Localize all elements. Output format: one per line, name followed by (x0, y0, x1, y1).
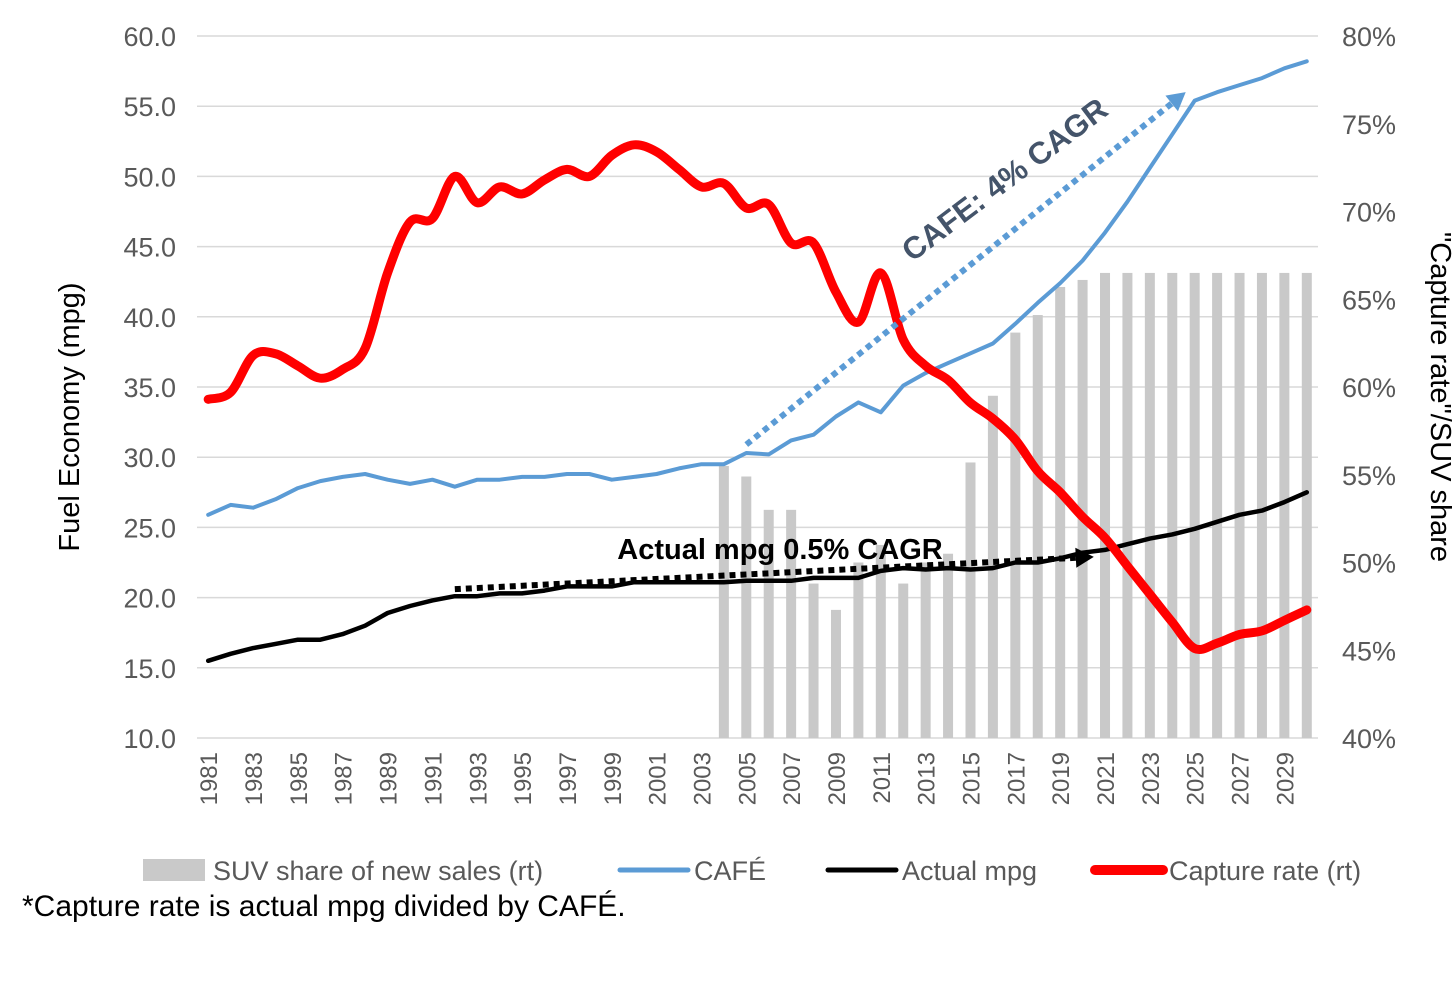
suv-share-bar (1167, 272, 1178, 738)
annotation-arrowhead (1165, 92, 1186, 112)
x-tick-label: 2029 (1272, 752, 1299, 805)
x-tick-label: 1981 (196, 752, 223, 805)
x-tick-label: 2007 (779, 752, 806, 805)
suv-share-bar (830, 609, 841, 738)
y-right-tick-label: 60% (1342, 373, 1396, 403)
suv-share-bars (718, 272, 1312, 738)
x-tick-label: 2013 (914, 752, 941, 805)
cafe-line (206, 59, 1309, 517)
y-right-tick-label: 75% (1342, 110, 1396, 140)
annotation-arrowhead (1075, 547, 1094, 568)
x-tick-label: 2021 (1093, 752, 1120, 805)
capture-rate-line (203, 140, 1312, 654)
x-tick-label: 1997 (555, 752, 582, 805)
y-right-tick-label: 65% (1342, 285, 1396, 315)
legend-label: CAFÉ (694, 856, 766, 886)
suv-share-bar (786, 509, 797, 738)
legend-capture-rate: Capture rate (rt) (1090, 856, 1361, 886)
y-right-tick-label: 50% (1342, 549, 1396, 579)
y-left-tick-label: 45.0 (123, 233, 176, 263)
legend-suv-share: SUV share of new sales (rt) (143, 856, 543, 886)
actual-mpg-line (205, 490, 1310, 664)
suv-share-bar (1234, 272, 1245, 738)
x-tick-label: 2015 (958, 752, 985, 805)
legend-actual-mpg: Actual mpg (825, 856, 1037, 886)
y-left-tick-label: 30.0 (123, 443, 176, 473)
x-tick-label: 2005 (734, 752, 761, 805)
legend-swatch (143, 859, 205, 881)
y-left-tick-label: 20.0 (123, 584, 176, 614)
suv-share-bar (1100, 272, 1111, 738)
legend-label: Actual mpg (902, 856, 1037, 886)
x-tick-label: 2011 (869, 752, 896, 804)
legend: SUV share of new sales (rt) CAFÉ Actual mp… (143, 856, 1361, 886)
x-tick-label: 2025 (1183, 752, 1210, 805)
y-left-tick-label: 55.0 (123, 92, 176, 122)
x-tick-label: 2009 (824, 752, 851, 805)
suv-share-bar (965, 462, 976, 738)
legend-label: SUV share of new sales (rt) (213, 856, 543, 886)
suv-share-bar (1077, 279, 1088, 738)
x-tick-label: 1991 (420, 752, 447, 805)
y-right-tick-label: 80% (1342, 22, 1396, 52)
suv-share-bar (1212, 272, 1223, 738)
suv-share-bar (1279, 272, 1290, 738)
suv-share-bar (763, 509, 774, 738)
x-tick-label: 2027 (1228, 752, 1255, 805)
y-left-tick-label: 15.0 (123, 654, 176, 684)
y-right-axis-title: "Capture rate"/SUV share (1424, 232, 1456, 562)
axes: 10.0 15.0 20.0 25.0 30.0 35.0 40.0 45.0 50.0 55.0… (54, 22, 1456, 805)
x-tick-label: 1989 (376, 752, 403, 805)
x-tick-label: 2019 (1048, 752, 1075, 805)
legend-cafe: CAFÉ (617, 856, 766, 886)
footnote: *Capture rate is actual mpg divided by C… (22, 890, 626, 923)
suv-share-bar (853, 562, 864, 738)
suv-share-bar (741, 476, 752, 738)
y-left-tick-label: 35.0 (123, 373, 176, 403)
y-right-tick-label: 45% (1342, 636, 1396, 666)
suv-share-bar (920, 562, 931, 738)
suv-share-bar (1301, 272, 1312, 738)
suv-share-bar (1055, 286, 1066, 738)
suv-share-bar (1122, 272, 1133, 738)
x-tick-label: 1987 (331, 752, 358, 805)
y-left-tick-label: 40.0 (123, 303, 176, 333)
x-tick-label: 1983 (241, 752, 268, 805)
suv-share-bar (1032, 315, 1043, 738)
x-tick-label: 1985 (286, 752, 313, 805)
x-tick-label: 1995 (510, 752, 537, 805)
suv-share-bar (943, 553, 954, 738)
y-left-axis-title: Fuel Economy (mpg) (54, 282, 86, 551)
annotation-arrow (454, 554, 1076, 593)
x-tick-label: 2017 (1003, 752, 1030, 805)
y-left-tick-label: 10.0 (123, 724, 176, 754)
x-tick-label: 1993 (465, 752, 492, 805)
suv-share-bar (1189, 272, 1200, 738)
series-lines (203, 59, 1312, 664)
annotation-arrow (744, 101, 1174, 447)
suv-share-bar (1144, 272, 1155, 738)
suv-share-bar (808, 583, 819, 738)
y-left-tick-label: 25.0 (123, 513, 176, 543)
suv-share-bar (718, 465, 729, 738)
suv-share-bar (1256, 272, 1267, 738)
suv-share-bar (875, 544, 886, 738)
suv-share-bar (1010, 332, 1021, 738)
gridlines (197, 35, 1318, 739)
y-left-tick-label: 50.0 (123, 162, 176, 192)
x-tick-label: 2003 (689, 752, 716, 805)
cafe-cagr-label: CAFE: 4% CAGR (895, 91, 1114, 268)
y-right-tick-label: 55% (1342, 461, 1396, 491)
x-tick-label: 2001 (645, 752, 672, 805)
y-right-tick-label: 70% (1342, 198, 1396, 228)
x-tick-label: 1999 (600, 752, 627, 805)
suv-share-bar (898, 583, 909, 738)
y-right-tick-label: 40% (1342, 724, 1396, 754)
actual-mpg-cagr-label: Actual mpg 0.5% CAGR (617, 534, 943, 566)
x-tick-label: 2023 (1138, 752, 1165, 805)
y-left-tick-label: 60.0 (123, 22, 176, 52)
legend-label: Capture rate (rt) (1169, 856, 1361, 886)
